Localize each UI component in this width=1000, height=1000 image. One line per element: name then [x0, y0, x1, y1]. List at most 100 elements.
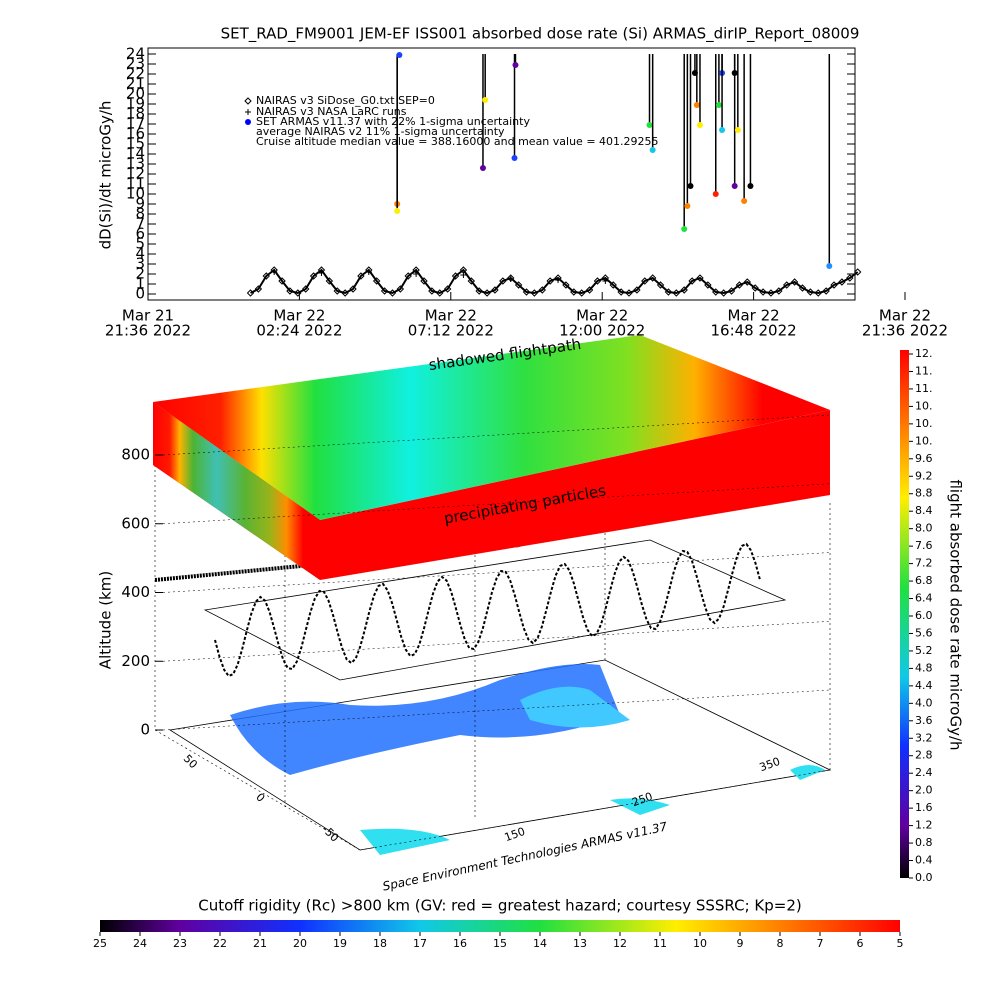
y-tick-label: 17: [126, 115, 145, 133]
armas-dot: [826, 263, 833, 269]
y-tick-label: 1: [135, 275, 145, 293]
diamond-marker: [767, 289, 775, 297]
colorbar-tick-label: 0.4: [915, 854, 933, 867]
colorbar-tick-label: 0.8: [915, 836, 933, 849]
diamond-marker: [743, 278, 751, 286]
plus-marker: [507, 276, 514, 282]
colorbar: [900, 350, 909, 878]
diamond-marker: [522, 288, 531, 296]
colorbar-tick-label: 11.: [915, 382, 933, 395]
diamond-marker: [514, 281, 523, 289]
armas-dot: [396, 52, 403, 58]
y-tick-label: 12: [126, 165, 145, 183]
lon-tick-label: 150: [503, 825, 527, 844]
rigidity-tick-label: 14: [533, 937, 547, 950]
y-tick-label: 14: [126, 145, 145, 163]
diamond-marker: [499, 277, 507, 285]
diamond-marker: [601, 274, 610, 282]
y-tick-label: 3: [135, 255, 145, 273]
legend: NAIRAS v3 SiDose_G0.txt SEP=0 NAIRAS v3 …: [244, 94, 659, 148]
diamond-marker: [838, 278, 846, 286]
armas-dot: [687, 183, 694, 189]
diamond-marker: [420, 277, 428, 285]
y-tick-label: 13: [126, 155, 145, 173]
y-tick-label: 21: [126, 75, 145, 93]
diamond-marker: [380, 287, 389, 295]
diamond-marker: [404, 272, 412, 280]
diamond-marker: [530, 289, 539, 297]
diamond-marker: [688, 277, 696, 285]
diamond-marker: [451, 272, 460, 280]
rigidity-tick-label: 24: [133, 937, 147, 950]
armas-dot: [712, 191, 719, 197]
grid-line: [162, 483, 831, 524]
diamond-marker: [302, 285, 310, 293]
armas-dot: [719, 127, 726, 133]
rigidity-tick-label: 15: [493, 937, 507, 950]
diamond-marker: [633, 286, 641, 294]
diamond-marker: [712, 288, 720, 296]
x-tick-label: 21:36 2022: [105, 322, 191, 340]
y-tick-label: 22: [126, 65, 145, 83]
diamond-marker: [325, 277, 334, 285]
x-tick-label: Mar 22: [879, 307, 931, 325]
colorbar-tick-label: 7.6: [915, 539, 933, 552]
x-tick-label: 21:36 2022: [862, 322, 948, 340]
diamond-marker: [317, 266, 326, 274]
colorbar-tick-label: 4.8: [915, 661, 933, 674]
diamond-marker: [704, 281, 712, 289]
diamond-marker: [467, 277, 476, 285]
grid-line: [162, 689, 831, 731]
plus-marker: [555, 277, 562, 283]
diamond-marker: [719, 289, 728, 297]
diamond-marker: [254, 285, 263, 293]
diamond-marker: [609, 281, 617, 289]
grid-line: [162, 621, 831, 662]
armas-dot: [684, 203, 691, 209]
diamond-marker: [830, 281, 838, 289]
armas-dot: [649, 147, 656, 153]
rigidity-tick-label: 17: [413, 937, 427, 950]
colorbar-tick-label: 2.0: [915, 784, 933, 797]
colorbar-tick-label: 8.8: [915, 487, 933, 500]
colorbar-tick-label: 11.: [915, 364, 933, 377]
colorbar-tick-label: 2.8: [915, 749, 933, 762]
colorbar-tick-label: 12.: [915, 347, 933, 360]
colorbar-tick-label: 6.0: [915, 609, 933, 622]
orbit-plane: [203, 539, 787, 681]
armas-dot: [693, 102, 700, 108]
rigidity-tick-label: 19: [333, 937, 347, 950]
armas-dot: [646, 122, 653, 128]
armas-dot: [681, 226, 688, 232]
rigidity-bar: [100, 920, 900, 932]
plus-marker: [271, 269, 278, 275]
lat-tick-label: 0: [253, 791, 267, 805]
rigidity-tick-label: 18: [373, 937, 387, 950]
armas-dot: [731, 70, 738, 76]
armas-dot: [394, 208, 401, 214]
colorbar-tick-label: 8.4: [915, 504, 933, 517]
diamond-marker: [443, 285, 452, 293]
diamond-marker: [570, 288, 578, 296]
diamond-marker: [790, 278, 799, 286]
diamond-marker: [846, 274, 854, 282]
legend-symbol: [244, 97, 252, 105]
map-land: [230, 664, 620, 775]
diamond-marker: [656, 281, 665, 289]
map-land: [360, 765, 825, 855]
colorbar-tick-label: 1.6: [915, 801, 933, 814]
diamond-marker: [507, 274, 515, 282]
armas-dot: [715, 102, 722, 108]
diamond-marker: [286, 287, 294, 295]
legend-symbol: [245, 109, 251, 115]
rigidity-tick-label: 10: [693, 937, 707, 950]
rigidity-tick-label: 5: [897, 937, 904, 950]
y-tick-label: 9: [135, 195, 145, 213]
diamond-marker: [412, 266, 420, 274]
colorbar-tick-label: 6.4: [915, 592, 933, 605]
z-tick-label: 800: [121, 446, 150, 464]
rigidity-tick-label: 23: [173, 937, 187, 950]
rigidity-tick-label: 22: [213, 937, 227, 950]
z-axis-label: Altitude (km): [97, 571, 115, 669]
z-tick-label: 600: [121, 514, 150, 532]
